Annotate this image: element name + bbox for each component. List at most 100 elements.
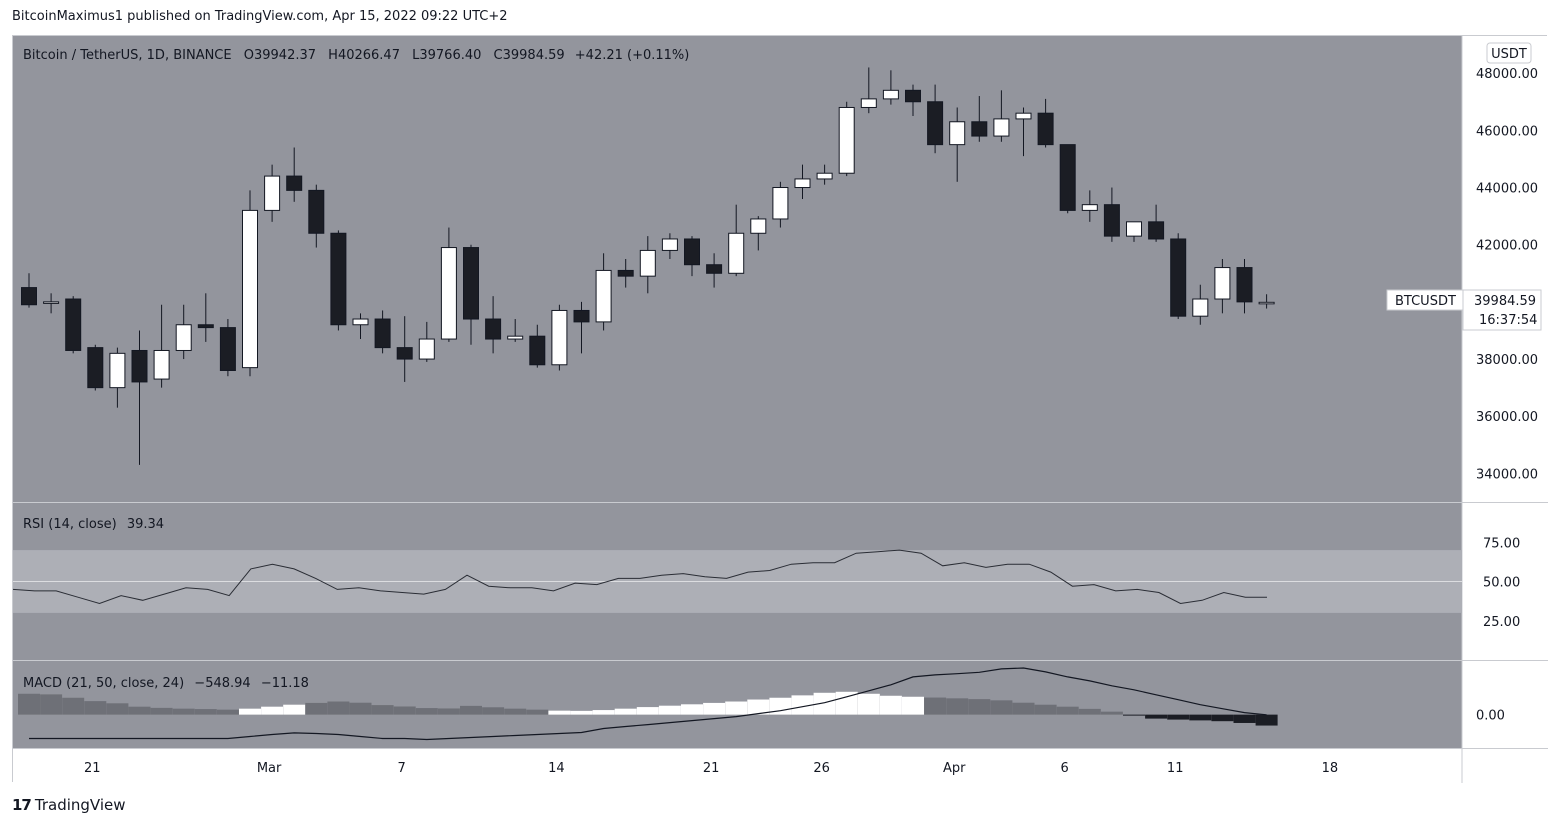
candle-body — [21, 287, 37, 306]
macd-histogram-bar — [283, 704, 306, 715]
tradingview-logo-icon: 𝟭𝟳 — [12, 796, 32, 814]
time-axis-label: 11 — [1167, 761, 1184, 776]
macd-histogram-bar — [1189, 714, 1212, 721]
macd-histogram-bar — [769, 697, 792, 715]
chart-canvas[interactable]: 48000.00 46000.00 44000.00 42000.00 38000.00… — [13, 36, 1548, 783]
candle-body — [1236, 267, 1253, 303]
macd-value-1: −548.94 — [194, 676, 250, 691]
candle-body — [463, 247, 479, 320]
candle-body — [440, 247, 457, 340]
chart-frame[interactable]: 48000.00 46000.00 44000.00 42000.00 38000.00… — [12, 35, 1548, 783]
macd-value-2: −11.18 — [261, 676, 309, 691]
candles-layer — [21, 67, 1275, 465]
macd-histogram-bar — [1100, 711, 1123, 715]
publisher-line: BitcoinMaximus1 published on TradingView… — [12, 9, 508, 24]
macd-histogram-bar — [946, 698, 969, 715]
candle-body — [65, 298, 82, 351]
macd-histogram-bar — [614, 708, 637, 715]
candle-body — [242, 209, 258, 369]
candle-body — [109, 352, 126, 389]
macd-layer — [18, 667, 1278, 741]
candle-body — [595, 269, 612, 323]
macd-legend: MACD (21, 50, close, 24) −548.94 −11.18 — [23, 676, 309, 691]
macd-histogram-bar — [18, 693, 40, 715]
candle-body — [507, 335, 524, 340]
rsi-label: RSI (14, close) — [23, 517, 117, 532]
macd-histogram-bar — [636, 707, 659, 715]
candle-body — [131, 349, 148, 383]
footer-brand-label: TradingView — [34, 796, 126, 814]
macd-histogram-bar — [703, 702, 726, 715]
macd-histogram-bar — [84, 701, 107, 715]
macd-histogram-bar — [460, 705, 482, 715]
candle-body — [197, 324, 214, 329]
time-axis-label: 14 — [548, 761, 565, 776]
candle-body — [927, 101, 944, 146]
candle-body — [684, 238, 700, 266]
macd-histogram-bar — [548, 710, 571, 715]
price-axis-label: 38000.00 — [1476, 353, 1538, 368]
macd-histogram-bar — [813, 692, 836, 715]
time-axis-label: 18 — [1322, 761, 1339, 776]
time-axis-label: 7 — [398, 761, 406, 776]
open-value: 39942.37 — [254, 48, 316, 63]
macd-axis-label: 0.00 — [1476, 709, 1505, 724]
candle-body — [1170, 238, 1187, 317]
candle-body — [551, 309, 568, 366]
macd-histogram-bar — [879, 695, 902, 715]
macd-histogram-bar — [1078, 708, 1101, 715]
candle-body — [87, 347, 104, 389]
price-tag-countdown: 16:37:54 — [1479, 313, 1537, 328]
macd-histogram-bar — [857, 693, 880, 715]
candle-body — [175, 324, 192, 351]
macd-histogram-bar — [1034, 704, 1057, 715]
candle-body — [1081, 204, 1098, 211]
macd-histogram-bar — [791, 695, 814, 715]
macd-histogram-bar — [681, 704, 703, 715]
candle-body — [330, 232, 347, 326]
macd-histogram-bar — [415, 708, 438, 715]
candle-body — [949, 121, 966, 146]
candle-body — [396, 347, 413, 360]
macd-histogram-bar — [349, 702, 372, 715]
macd-histogram-bar — [305, 702, 328, 715]
price-axis-label: 42000.00 — [1476, 239, 1538, 254]
candle-body — [1214, 267, 1231, 300]
candle-body — [838, 106, 855, 174]
candle-body — [529, 335, 546, 366]
candle-body — [1126, 221, 1142, 237]
macd-histogram-bar — [327, 701, 350, 715]
macd-histogram-bar — [1167, 714, 1190, 720]
macd-histogram-bar — [216, 709, 239, 715]
time-axis-label: Apr — [943, 761, 966, 776]
change-value: +42.21 (+0.11%) — [575, 48, 690, 63]
macd-histogram-bar — [1255, 714, 1278, 726]
candle-body — [971, 121, 988, 137]
candle-body — [860, 98, 877, 108]
macd-histogram-bar — [968, 699, 991, 715]
macd-histogram-bar — [570, 710, 593, 715]
macd-histogram-bar — [725, 701, 748, 715]
macd-histogram-bar — [658, 705, 681, 715]
macd-histogram-bar — [261, 706, 284, 715]
price-axis-bg — [1462, 36, 1548, 748]
time-axis-label: Mar — [257, 761, 282, 776]
rsi-value: 39.34 — [127, 517, 164, 532]
price-axis-label: 36000.00 — [1476, 410, 1538, 425]
macd-histogram-bar — [106, 703, 129, 715]
candle-body — [43, 301, 60, 304]
macd-histogram-bar — [592, 710, 615, 715]
macd-label: MACD (21, 50, close, 24) — [23, 676, 184, 691]
price-axis-label: 46000.00 — [1476, 124, 1538, 139]
candle-body — [1258, 301, 1275, 305]
last-price-tag: BTCUSDT 39984.59 16:37:54 — [1386, 289, 1542, 331]
candle-body — [993, 118, 1010, 137]
currency-badge[interactable]: USDT — [1486, 42, 1532, 64]
footer-brand[interactable]: 𝟭𝟳 TradingView — [12, 796, 126, 814]
price-axis-labels: 48000.00 46000.00 44000.00 42000.00 38000.00… — [1476, 67, 1538, 723]
rsi-axis-label: 25.00 — [1483, 615, 1520, 630]
candle-body — [153, 349, 170, 380]
macd-histogram-bar — [437, 708, 460, 715]
rsi-layer — [13, 549, 1267, 605]
time-axis-label: 26 — [813, 761, 830, 776]
